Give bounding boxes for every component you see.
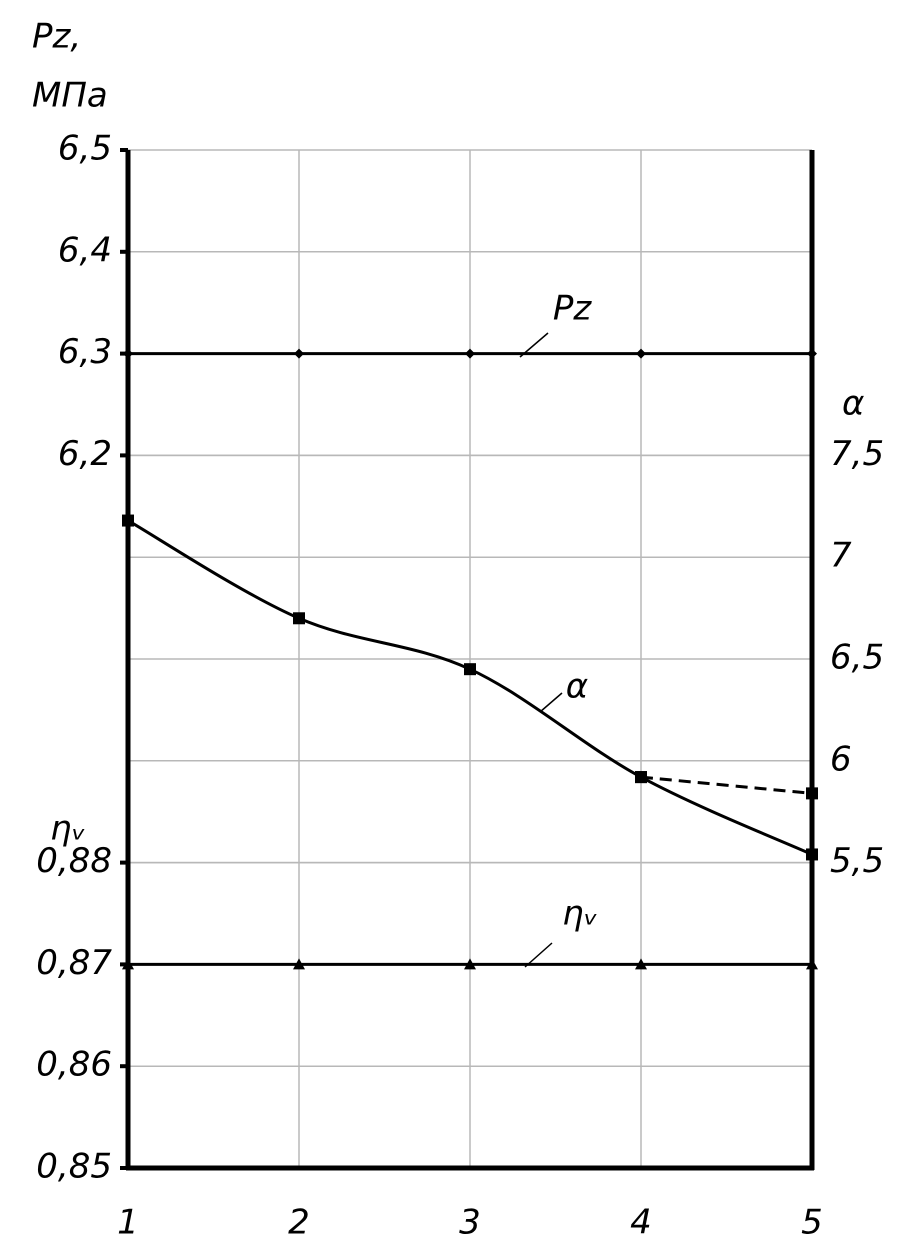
point xyxy=(123,348,133,359)
y2-tick-label: 7 xyxy=(830,536,852,576)
point xyxy=(636,348,646,359)
leader-line xyxy=(519,332,549,358)
y-axis-label: МПа xyxy=(32,76,108,116)
x-tick-label: 3 xyxy=(459,1203,481,1243)
point xyxy=(806,787,818,800)
y2-tick-label: 5,5 xyxy=(830,841,884,881)
leader-line xyxy=(539,692,563,713)
point xyxy=(464,663,476,676)
y-tick-label: 0,85 xyxy=(36,1147,112,1187)
point xyxy=(293,612,305,625)
point xyxy=(122,958,134,970)
y-axis-label: Pz, xyxy=(32,17,81,57)
y2-tick-label: 7,5 xyxy=(830,434,884,474)
point xyxy=(293,958,305,970)
series-label: α xyxy=(566,667,588,707)
point xyxy=(806,848,818,861)
grid xyxy=(128,149,812,1169)
x-tick-label: 1 xyxy=(117,1203,139,1243)
point xyxy=(635,958,647,970)
point xyxy=(807,348,817,359)
x-tick-label: 2 xyxy=(288,1203,310,1243)
leader-line xyxy=(524,942,553,968)
point xyxy=(806,958,818,970)
y-tick-label: 6,4 xyxy=(58,230,112,270)
y2-tick-label: 6,5 xyxy=(830,638,884,678)
y-tick-label: 6,3 xyxy=(58,332,112,372)
y-tick-label: 0,88 xyxy=(36,841,112,881)
x-tick-label: 5 xyxy=(801,1203,823,1243)
point xyxy=(122,514,134,527)
point xyxy=(465,348,475,359)
y-tick-label: 6,5 xyxy=(58,129,112,169)
point xyxy=(635,771,647,784)
series-label: ηᵥ xyxy=(562,894,598,934)
y3-axis-label: ηᵥ xyxy=(50,809,86,849)
y2-axis-label: α xyxy=(842,384,864,424)
series-label: Pz xyxy=(553,289,593,329)
point xyxy=(294,348,304,359)
y-tick-label: 0,87 xyxy=(36,943,112,983)
y-tick-label: 6,2 xyxy=(58,434,112,474)
x-tick-label: 4 xyxy=(630,1203,652,1243)
series-line xyxy=(640,775,813,795)
point xyxy=(464,958,476,970)
y2-tick-label: 6 xyxy=(830,739,852,779)
y-tick-label: 0,86 xyxy=(36,1045,112,1085)
